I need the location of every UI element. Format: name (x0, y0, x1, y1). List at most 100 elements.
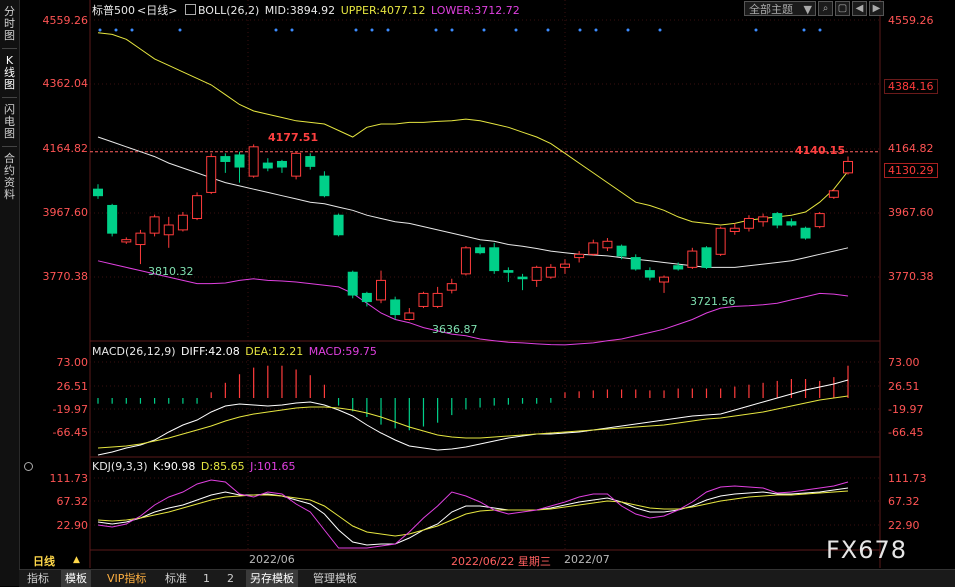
y-tick-label: 3770.38 (42, 270, 89, 283)
kdj-y-tick-right: 67.32 (888, 495, 920, 508)
tab-indicator[interactable]: 指标 (27, 572, 49, 585)
tab-1[interactable]: 1 (203, 572, 210, 585)
candle-body (404, 312, 415, 320)
candle-body (659, 276, 670, 283)
candle-body (446, 283, 457, 291)
kdj-settings-icon[interactable] (24, 462, 33, 471)
theme-dropdown[interactable]: 全部主题 ▼ (744, 1, 816, 16)
macd-y-tick-right: -19.97 (888, 403, 924, 416)
search-icon[interactable]: ⌕ (818, 1, 833, 16)
high-annotation: 4140.15 (795, 144, 846, 157)
candle-body (460, 247, 471, 275)
tab-vip-indicator[interactable]: VIP指标 (107, 572, 147, 585)
candle-body (319, 175, 330, 197)
macd-dea: DEA:12.21 (245, 345, 304, 358)
signal-dot (354, 28, 358, 32)
kdj-y-tick-right: 22.90 (888, 519, 920, 532)
left-sidebar: 分时图 K线图 闪电图 合约资料 (0, 0, 20, 586)
symbol-name: 标普500 (92, 4, 135, 17)
boll-lower-line (97, 260, 849, 346)
macd-diff-line (97, 379, 849, 456)
tab-template[interactable]: 模板 (61, 570, 91, 587)
candle-body (786, 221, 797, 226)
tab-timeshare[interactable]: 分时图 (4, 5, 15, 42)
signal-dot (658, 28, 662, 32)
macd-y-tick-right: 26.51 (888, 380, 920, 393)
candle-body (828, 190, 839, 198)
boll-upper-line (97, 32, 849, 226)
candle-body (644, 270, 655, 278)
candle-body (163, 224, 174, 236)
period-label: 日线 (33, 555, 55, 568)
kdj-d: D:85.65 (200, 460, 245, 473)
kdj-y-tick: 67.32 (56, 495, 89, 508)
boll-toggle-icon[interactable] (184, 4, 196, 15)
macd-value: MACD:59.75 (308, 345, 377, 358)
candle-body (545, 266, 556, 278)
candle-body (475, 247, 486, 254)
tab-contract-info[interactable]: 合约资料 (4, 152, 15, 201)
tab-flash[interactable]: 闪电图 (4, 103, 15, 140)
candle-body (673, 265, 684, 270)
arrow-left-icon[interactable]: ◀ (852, 1, 867, 16)
signal-dot (290, 28, 294, 32)
boll-title: BOLL(26,2) (197, 4, 260, 17)
candle-body (758, 216, 769, 223)
candle-body (291, 152, 302, 177)
macd-y-tick-right: 73.00 (888, 356, 920, 369)
macd-y-tick-right: -66.45 (888, 426, 924, 439)
signal-dot (370, 28, 374, 32)
last-price-tag: 4130.29 (884, 163, 938, 178)
macd-title: MACD(26,12,9) (92, 345, 176, 358)
candle-body (220, 156, 231, 162)
y-tick-label-right: 4559.26 (888, 14, 934, 27)
candle-body (588, 242, 599, 255)
signal-dot (434, 28, 438, 32)
signal-dot (594, 28, 598, 32)
manage-template-button[interactable]: 管理模板 (313, 572, 357, 585)
tab-kline[interactable]: K线图 (4, 54, 15, 91)
kdj-j-line (97, 479, 849, 549)
high-annotation: 4177.51 (268, 131, 319, 144)
main-legend: 标普500 <日线> BOLL(26,2) MID:3894.92 UPPER:4… (92, 2, 522, 18)
y-tick-label-right: 4164.82 (888, 142, 934, 155)
kdj-d-line (97, 490, 849, 537)
candle-body (276, 160, 287, 168)
date-axis: 日线 ▲ 2022/06 2022/06/22 星期三 2022/07 (19, 551, 955, 569)
date-label: 2022/06 (249, 553, 295, 566)
y-tick-label: 4559.26 (42, 14, 89, 27)
signal-dot (386, 28, 390, 32)
save-as-template-button[interactable]: 另存模板 (246, 570, 298, 587)
candle-body (800, 227, 811, 239)
date-label: 2022/07 (564, 553, 610, 566)
candle-body (630, 257, 641, 270)
theme-dropdown-label: 全部主题 (749, 3, 793, 16)
arrow-right-icon[interactable]: ▶ (869, 1, 884, 16)
low-annotation: 3636.87 (432, 323, 478, 336)
period-up-icon[interactable]: ▲ (73, 555, 80, 565)
kdj-k-line (97, 487, 849, 546)
window-icon[interactable]: ▢ (835, 1, 850, 16)
boll-mid: MID:3894.92 (264, 4, 336, 17)
bottom-toolbar: 指标 模板 VIP指标 标准 1 2 另存模板 管理模板 (19, 569, 955, 587)
kdj-k: K:90.98 (153, 460, 196, 473)
signal-dot (626, 28, 630, 32)
macd-legend: MACD(26,12,9) DIFF:42.08 DEA:12.21 MACD:… (92, 345, 379, 358)
y-tick-label-right: 3967.60 (888, 206, 934, 219)
kdj-title: KDJ(9,3,3) (92, 460, 148, 473)
crosshair-date-label: 2022/06/22 星期三 (451, 555, 551, 568)
macd-y-tick: -66.45 (52, 426, 88, 439)
candle-body (743, 217, 754, 229)
tab-standard[interactable]: 标准 (165, 572, 187, 585)
candle-body (149, 216, 160, 234)
candle-body (616, 245, 627, 257)
y-tick-label: 4164.82 (42, 142, 89, 155)
tab-2[interactable]: 2 (227, 572, 234, 585)
candle-body (772, 213, 783, 226)
low-annotation: 3721.56 (690, 295, 736, 308)
y-tick-label-right: 3770.38 (888, 270, 934, 283)
signal-dot (450, 28, 454, 32)
candle-body (701, 247, 712, 268)
candle-body (814, 213, 825, 228)
